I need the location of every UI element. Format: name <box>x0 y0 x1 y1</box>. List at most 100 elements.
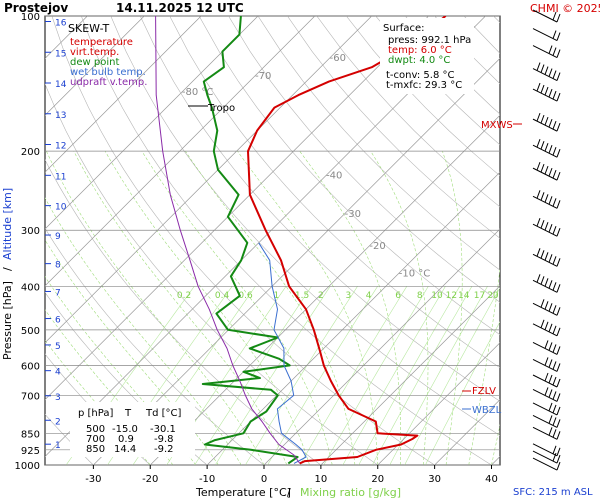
wind-barb <box>532 218 561 237</box>
legend-updraft: udpraft v.temp. <box>70 77 147 88</box>
wind-barb <box>532 357 561 372</box>
table-cell: 700 <box>86 434 105 445</box>
table-cell: 850 <box>86 444 105 455</box>
x-tick-label: 0 <box>261 474 267 485</box>
wind-barb <box>532 161 561 181</box>
pressure-tick-label: 500 <box>21 326 40 337</box>
wind-barb <box>532 112 561 132</box>
pressure-tick-label: 850 <box>21 429 40 440</box>
surface-temp: temp: 6.0 °C <box>388 45 452 56</box>
table-cell: 0.9 <box>118 434 134 445</box>
legend-title: SKEW-T <box>68 22 110 35</box>
isotherm-label: -80 °C <box>182 87 214 98</box>
station-name: Prostejov <box>4 1 68 15</box>
surface-press: press: 992.1 hPa <box>388 35 471 46</box>
datetime: 14.11.2025 12 UTC <box>116 1 244 15</box>
isotherm <box>45 16 372 344</box>
dry-adiabat <box>257 16 500 271</box>
isotherm <box>45 16 145 116</box>
isotherm <box>263 228 500 465</box>
mixing-ratio-label: 17 <box>474 291 485 301</box>
mixing-ratio-label: 20 <box>487 291 499 301</box>
surface-tmxfc: t-mxfc: 29.3 °C <box>386 80 462 91</box>
mixing-ratio-label: 12 <box>446 291 457 301</box>
pressure-tick-label: 925 <box>21 446 40 457</box>
tropopause-label: Tropo <box>207 103 235 114</box>
surface-dwpt: dwpt: 4.0 °C <box>388 55 450 66</box>
altitude-tick-label: 5 <box>55 342 61 352</box>
mixing-ratio-label: 4 <box>366 291 372 301</box>
x-tick-label: 30 <box>428 474 441 485</box>
copyright: CHMI © 2025 <box>530 2 600 15</box>
table-cell: -9.2 <box>154 444 174 455</box>
isotherm <box>45 16 202 173</box>
dry-adiabat <box>493 16 500 23</box>
pressure-tick-label: 1000 <box>15 461 40 472</box>
mixing-ratio-label: 2 <box>318 291 324 301</box>
wind-barb <box>532 28 561 42</box>
isotherm <box>45 16 259 230</box>
mixing-ratio-label: 0.2 <box>177 291 191 301</box>
altitude-tick-label: 1 <box>55 441 61 451</box>
dry-adiabat <box>139 16 500 402</box>
altitude-tick-label: 9 <box>55 232 61 242</box>
mixing-ratio-label: 1 <box>274 291 280 301</box>
moist-adiabat <box>299 151 401 465</box>
wind-barb <box>532 138 561 158</box>
wind-barb <box>532 9 561 23</box>
altitude-tick-label: 16 <box>55 19 67 29</box>
altitude-tick-label: 10 <box>55 203 67 213</box>
dry-adiabat <box>316 16 500 208</box>
isotherm <box>45 16 429 401</box>
isotherm <box>150 114 500 465</box>
sfc-label: SFC: 215 m ASL <box>513 487 593 498</box>
dry-adiabat <box>228 16 500 303</box>
mixing-ratio-label: 8 <box>417 291 423 301</box>
table-header-p: p [hPa] <box>78 408 113 419</box>
altitude-tick-label: 11 <box>55 172 66 182</box>
isotherm-label: -60 <box>330 53 346 64</box>
pressure-tick-label: 300 <box>21 226 40 237</box>
mixing-ratio-label: 0.4 <box>215 291 230 301</box>
y-axis-label: Pressure [hPa] / Altitude [km] <box>1 188 14 360</box>
x-axis-label: Temperature [°C] / Mixing ratio [g/kg] <box>195 486 401 499</box>
wind-barb <box>532 443 561 457</box>
x-tick-label: -20 <box>142 474 158 485</box>
wind-barb <box>532 402 561 416</box>
y-axis-altitude-label: Altitude [km] <box>1 188 14 260</box>
profiles <box>155 9 561 471</box>
wind-barb <box>532 319 561 337</box>
table-cell: -9.8 <box>154 434 174 445</box>
dry-adiabat <box>198 16 500 336</box>
isotherm <box>377 342 500 465</box>
y-axis-pressure-label: Pressure [hPa] <box>1 281 14 360</box>
wind-barb <box>532 372 561 388</box>
isotherm <box>45 16 316 287</box>
table-cell: 500 <box>86 424 105 435</box>
altitude-tick-label: 13 <box>55 111 66 121</box>
isotherm-label: -30 <box>345 209 361 220</box>
isotherm <box>320 285 500 465</box>
wind-barb <box>532 450 561 464</box>
mixing-ratio-label: 10 <box>431 291 443 301</box>
moist-adiabat <box>370 151 429 465</box>
y-axis-sep: / <box>1 267 14 271</box>
wind-barb <box>532 45 561 58</box>
series-wet-bulb-temp- <box>258 242 307 464</box>
altitude-tick-label: 15 <box>55 49 66 59</box>
isotherm-label: -40 <box>326 170 342 181</box>
wind-barb <box>532 457 561 471</box>
pressure-tick-label: 400 <box>21 282 40 293</box>
altitude-tick-label: 4 <box>55 368 61 378</box>
dry-adiabat <box>523 16 600 465</box>
dry-adiabat <box>169 16 500 369</box>
wind-barb <box>532 248 561 267</box>
table-header-t: T <box>124 408 132 419</box>
wind-barb <box>532 340 561 355</box>
legend-dew-point: dew point <box>70 57 119 68</box>
table-header-td: Td [°C] <box>145 408 182 419</box>
legend-virt-temp: virt.temp. <box>70 47 119 58</box>
x-axis-sep: / <box>287 486 291 499</box>
altitude-tick-label: 6 <box>55 316 61 326</box>
